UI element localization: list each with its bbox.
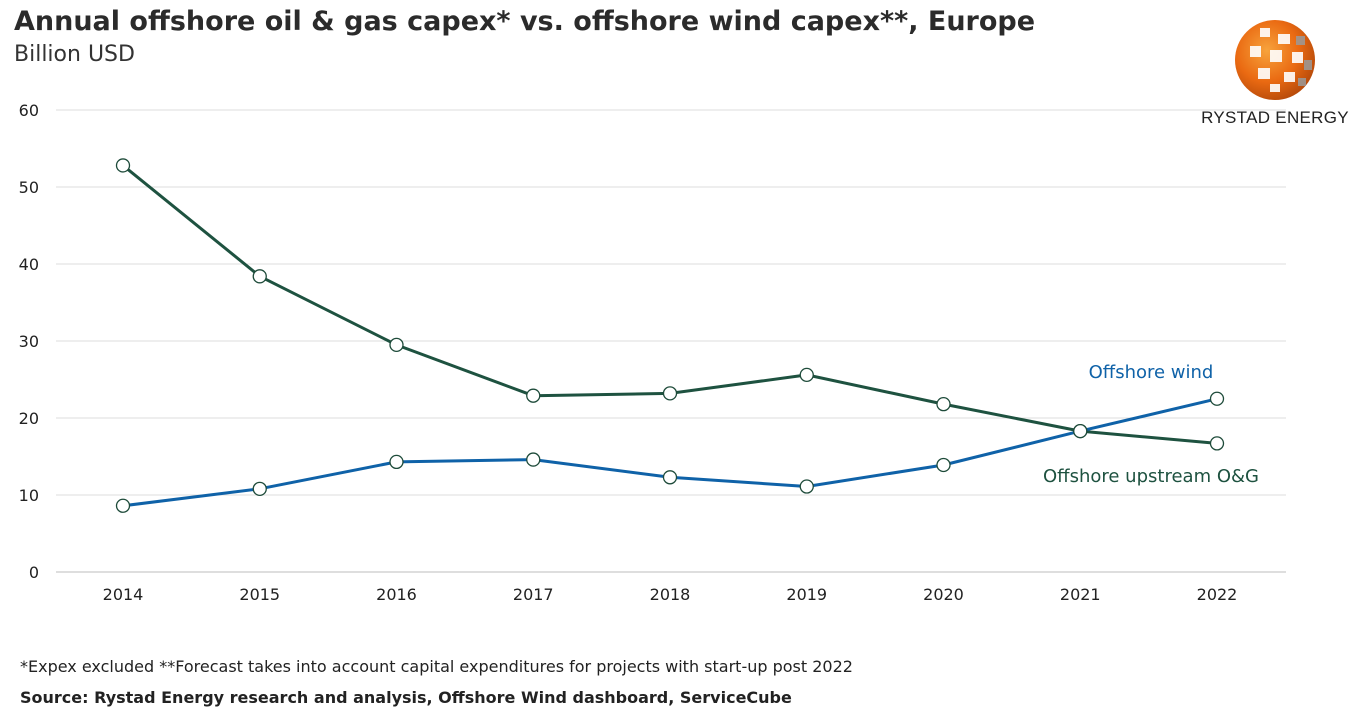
- y-tick-label: 40: [19, 255, 39, 274]
- series-labels: Offshore wind Offshore upstream O&G: [1043, 362, 1259, 487]
- logo-text: RYSTAD ENERGY: [1201, 108, 1349, 127]
- x-tick-label: 2018: [650, 585, 691, 604]
- x-axis-ticks: 2014 2015 2016 2017 2018 2019 2020 2021 2022: [103, 585, 1238, 604]
- y-tick-label: 10: [19, 486, 39, 505]
- data-point-0-4: [662, 386, 678, 401]
- data-point-0-1: [252, 269, 267, 284]
- data-point-0-3: [526, 388, 541, 403]
- chart-subtitle: Billion USD: [14, 42, 135, 67]
- series-label-og: Offshore upstream O&G: [1043, 466, 1259, 487]
- x-tick-label: 2016: [376, 585, 417, 604]
- chart-title: Annual offshore oil & gas capex* vs. off…: [14, 6, 1036, 37]
- data-point-1-7: [1073, 423, 1088, 439]
- series-line-1: [122, 397, 1218, 508]
- data-point-1-4: [662, 470, 678, 485]
- data-point-0-6: [936, 396, 951, 412]
- y-axis-ticks: 0 10 20 30 40 50 60: [19, 101, 39, 582]
- data-point-1-6: [936, 457, 951, 473]
- y-tick-label: 60: [19, 101, 39, 120]
- y-tick-label: 30: [19, 332, 39, 351]
- x-tick-label: 2017: [513, 585, 554, 604]
- data-point-1-8: [1209, 391, 1225, 406]
- data-point-1-1: [252, 481, 267, 496]
- x-tick-label: 2021: [1060, 585, 1101, 604]
- footnote: *Expex excluded **Forecast takes into ac…: [20, 657, 853, 676]
- data-point-1-2: [389, 454, 404, 470]
- x-tick-label: 2022: [1197, 585, 1238, 604]
- series-line-0: [122, 164, 1218, 445]
- x-tick-label: 2020: [923, 585, 964, 604]
- y-tick-label: 50: [19, 178, 39, 197]
- grid-lines: [56, 109, 1286, 573]
- globe-logo-icon: [1235, 20, 1315, 100]
- series-lines: [122, 164, 1218, 508]
- data-point-1-5: [799, 479, 814, 494]
- data-point-0-2: [389, 337, 404, 353]
- data-point-0-8: [1209, 436, 1225, 451]
- series-label-wind: Offshore wind: [1089, 362, 1214, 383]
- x-tick-label: 2014: [103, 585, 144, 604]
- data-point-1-0: [115, 498, 131, 513]
- data-point-1-3: [526, 452, 541, 467]
- series-points: [115, 158, 1225, 513]
- x-tick-label: 2015: [239, 585, 280, 604]
- x-tick-label: 2019: [786, 585, 827, 604]
- data-point-0-0: [115, 158, 131, 173]
- source-note: Source: Rystad Energy research and analy…: [20, 688, 792, 707]
- y-tick-label: 20: [19, 409, 39, 428]
- data-point-0-5: [799, 367, 814, 383]
- y-tick-label: 0: [29, 563, 39, 582]
